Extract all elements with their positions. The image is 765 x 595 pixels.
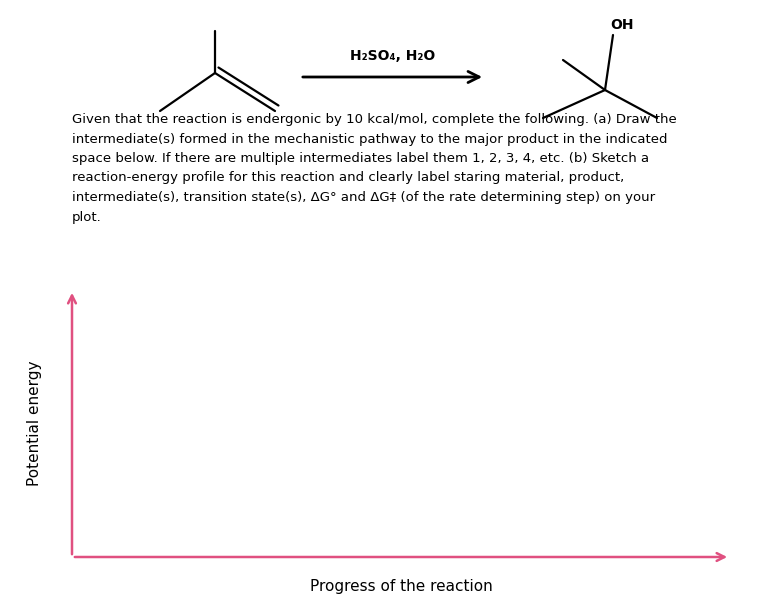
Text: H₂SO₄, H₂O: H₂SO₄, H₂O [350,49,435,63]
Text: intermediate(s) formed in the mechanistic pathway to the major product in the in: intermediate(s) formed in the mechanisti… [72,133,668,146]
Text: intermediate(s), transition state(s), ΔG° and ΔG‡ (of the rate determining step): intermediate(s), transition state(s), ΔG… [72,191,655,204]
Text: plot.: plot. [72,211,102,224]
Text: space below. If there are multiple intermediates label them 1, 2, 3, 4, etc. (b): space below. If there are multiple inter… [72,152,649,165]
Text: OH: OH [610,18,633,32]
Text: Potential energy: Potential energy [27,361,41,486]
Text: Given that the reaction is endergonic by 10 kcal/mol, complete the following. (a: Given that the reaction is endergonic by… [72,113,677,126]
Text: Progress of the reaction: Progress of the reaction [310,579,493,594]
Text: reaction-energy profile for this reaction and clearly label staring material, pr: reaction-energy profile for this reactio… [72,171,624,184]
